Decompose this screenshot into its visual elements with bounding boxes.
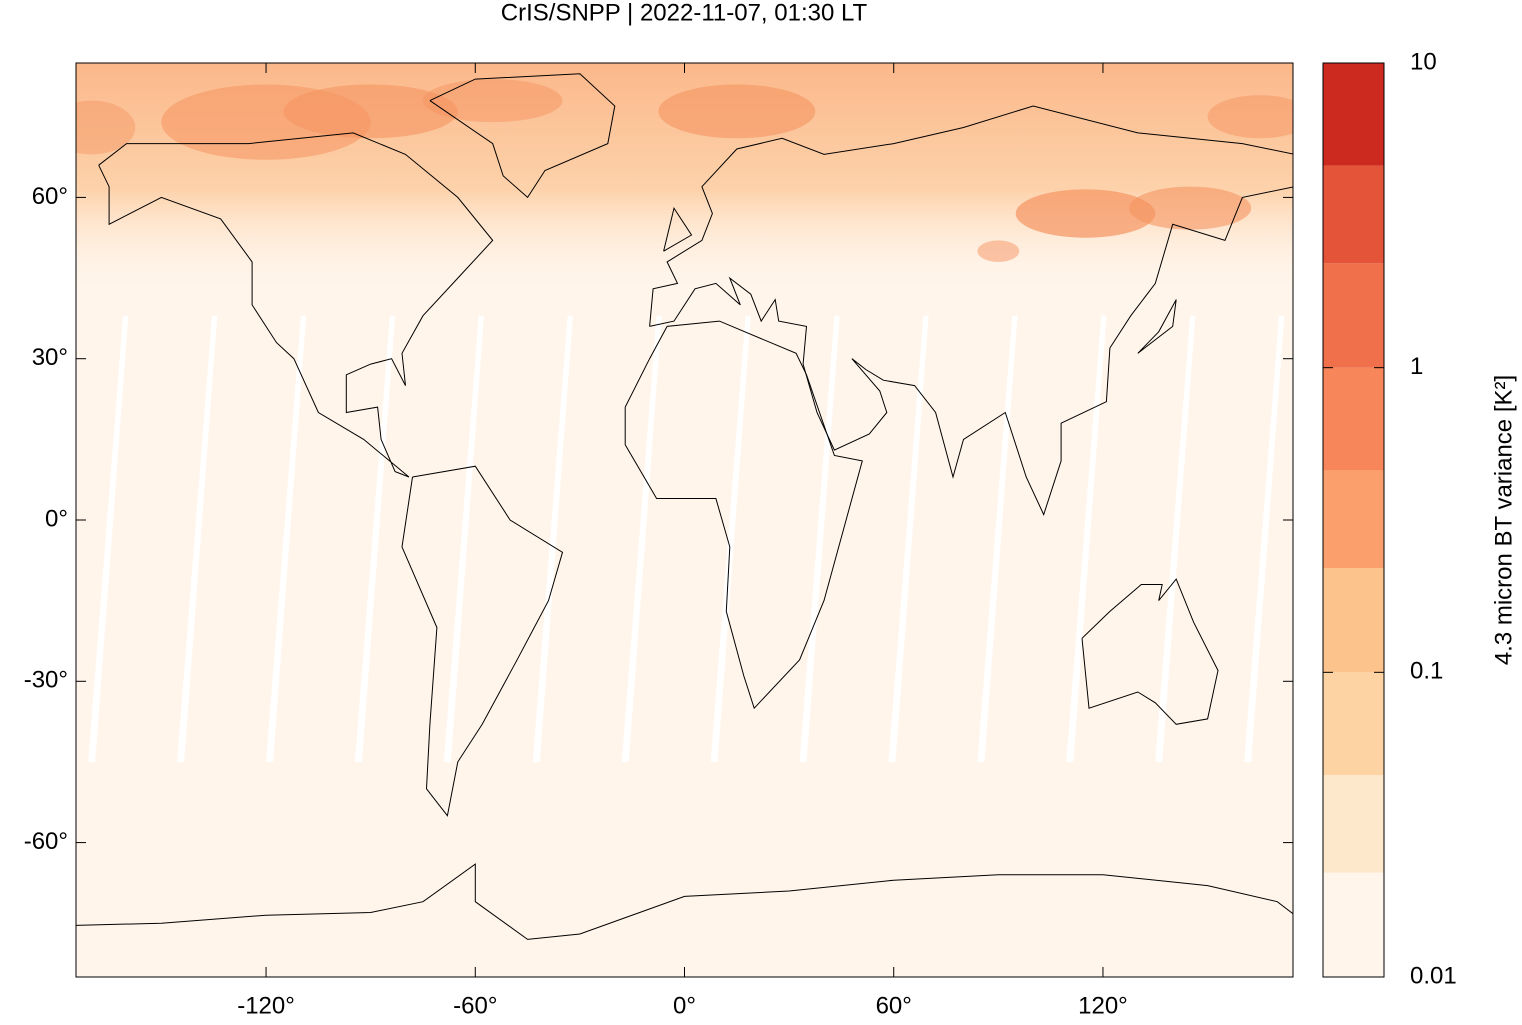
swath-gap [710, 315, 751, 762]
colorbar-tick-label: 0.1 [1410, 658, 1443, 685]
coastline [1081, 578, 1219, 725]
coastline [429, 73, 616, 199]
coastline [76, 863, 1293, 940]
signal-patch [422, 79, 563, 123]
x-tick-label: -120° [237, 992, 295, 1019]
y-tick-label: -30° [24, 667, 68, 694]
coastline [624, 320, 863, 710]
signal-patch [658, 84, 816, 139]
map-area [76, 63, 1293, 977]
coastline [1137, 299, 1177, 354]
colorbar-frame [1322, 62, 1385, 978]
signal-patch [1129, 186, 1252, 230]
x-tick-label: -60° [453, 992, 497, 1019]
y-tick-label: 60° [32, 183, 68, 210]
swath-gap [888, 315, 929, 762]
coastline [663, 206, 693, 252]
coastline [401, 465, 564, 817]
colorbar-band [1323, 165, 1384, 264]
colorbar-band [1323, 367, 1384, 471]
colorbar-band [1323, 872, 1384, 977]
signal-patch [1207, 95, 1293, 139]
x-tick-label: 120° [1078, 992, 1128, 1019]
plot-frame [75, 62, 1294, 978]
signal-patch [283, 84, 458, 139]
colorbar-label: 4.3 micron BT variance [K²] [1490, 375, 1517, 665]
x-tick-label: 60° [876, 992, 912, 1019]
swath-gap [354, 315, 396, 762]
colorbar-tick-label: 0.01 [1410, 962, 1457, 989]
colorbar-band [1323, 672, 1384, 776]
colorbar-band [1323, 568, 1384, 673]
swath-gap [1244, 315, 1285, 762]
y-tick-label: -60° [24, 828, 68, 855]
colorbar-band [1323, 775, 1384, 873]
signal-patch [977, 240, 1020, 262]
swath-gap [799, 315, 840, 762]
swath-gap [621, 315, 662, 762]
swath-gap [88, 315, 129, 762]
coastline [98, 132, 494, 478]
swath-gap [532, 315, 573, 762]
swath-gap [443, 315, 484, 762]
signal-patch [76, 100, 136, 155]
signal-patch [1015, 189, 1156, 238]
coastline [649, 105, 1293, 516]
y-tick-label: 30° [32, 344, 68, 371]
colorbar-band [1323, 63, 1384, 166]
swath-gap [977, 315, 1018, 762]
chart-title: CrIS/SNPP | 2022-11-07, 01:30 LT [501, 0, 868, 26]
swath-gap [1066, 315, 1107, 762]
swath-gap [266, 315, 307, 762]
swath-gap [177, 315, 218, 762]
swath-gap [1155, 315, 1196, 762]
colorbar-tick-label: 1 [1410, 353, 1423, 380]
colorbar-band [1323, 263, 1384, 368]
y-tick-label: 0° [45, 505, 68, 532]
x-tick-label: 0° [673, 992, 696, 1019]
colorbar-band [1323, 470, 1384, 569]
colorbar-tick-label: 10 [1410, 48, 1437, 75]
